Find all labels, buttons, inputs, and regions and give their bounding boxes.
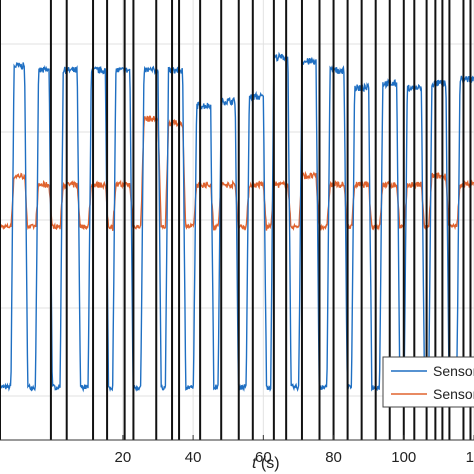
x-tick-label: 100 [391, 449, 416, 466]
x-tick-label: 40 [185, 449, 202, 466]
series-lines [0, 51, 474, 393]
series-line-sensor-1 [0, 51, 474, 393]
x-tick-label: 80 [325, 449, 342, 466]
legend-label-sensor-2: Sensor 2 [433, 386, 474, 402]
x-tick-label: 20 [115, 449, 132, 466]
legend-box [382, 356, 474, 408]
x-axis: 20 40 60 80 100 12 [0, 435, 474, 466]
legend: Sensor 1 Sensor 2 [382, 356, 474, 408]
legend-label-sensor-1: Sensor 1 [433, 363, 474, 379]
x-axis-title: t (s) [252, 455, 280, 472]
x-tick-label: 12 [466, 449, 474, 466]
x-tick-label: 60 [255, 449, 272, 466]
